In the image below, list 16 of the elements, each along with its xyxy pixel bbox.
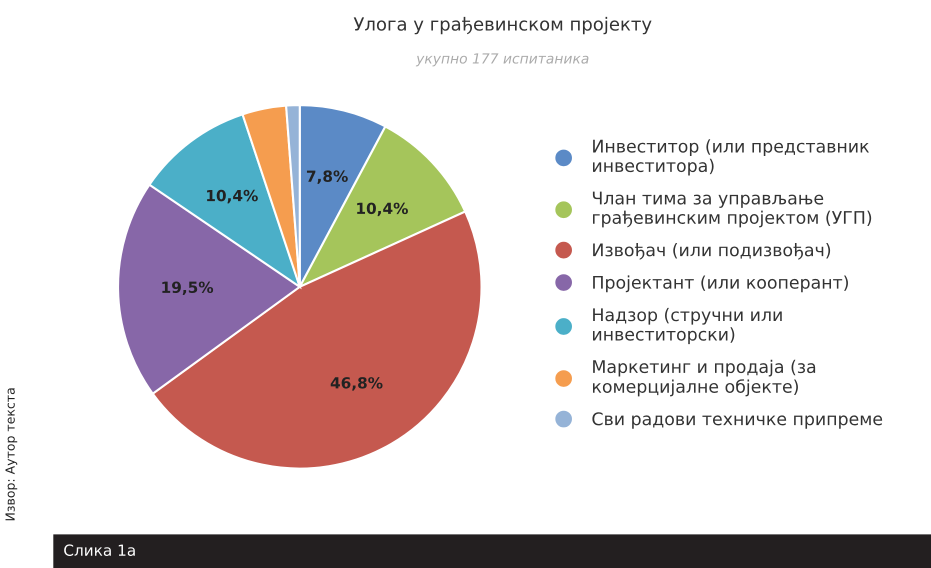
- text: Извор: Аутор текста: [6, 388, 18, 520]
- data-label: 19,5%: [162, 281, 214, 295]
- legend-label: Извођач (или подизвођач): [593, 242, 830, 260]
- text: Слика 1а: [64, 544, 135, 556]
- legend-label: Маркетинг и продаја (за комерцијалне објекте): [593, 360, 816, 396]
- data-label: 10,4%: [207, 190, 258, 204]
- legend-label: Пројектант (или кооперант): [593, 275, 848, 292]
- data-label: 7,8%: [306, 170, 348, 184]
- data-label: 46,8%: [330, 377, 383, 391]
- chart-subtitle: укупно 177 испитаника: [416, 53, 588, 66]
- data-label: 10,4%: [357, 202, 408, 216]
- legend-label: Инвеститор (или представник инвеститора): [593, 139, 869, 176]
- chart-title: Улога у грађевинском пројекту: [354, 16, 652, 34]
- legend-label: Надзор (стручни или инвеститорски): [593, 308, 782, 344]
- legend-label: Члан тима за управљање грађевинским пројектом (УГП): [592, 192, 872, 228]
- legend-label: Сви радови техничке припреме: [592, 412, 882, 429]
